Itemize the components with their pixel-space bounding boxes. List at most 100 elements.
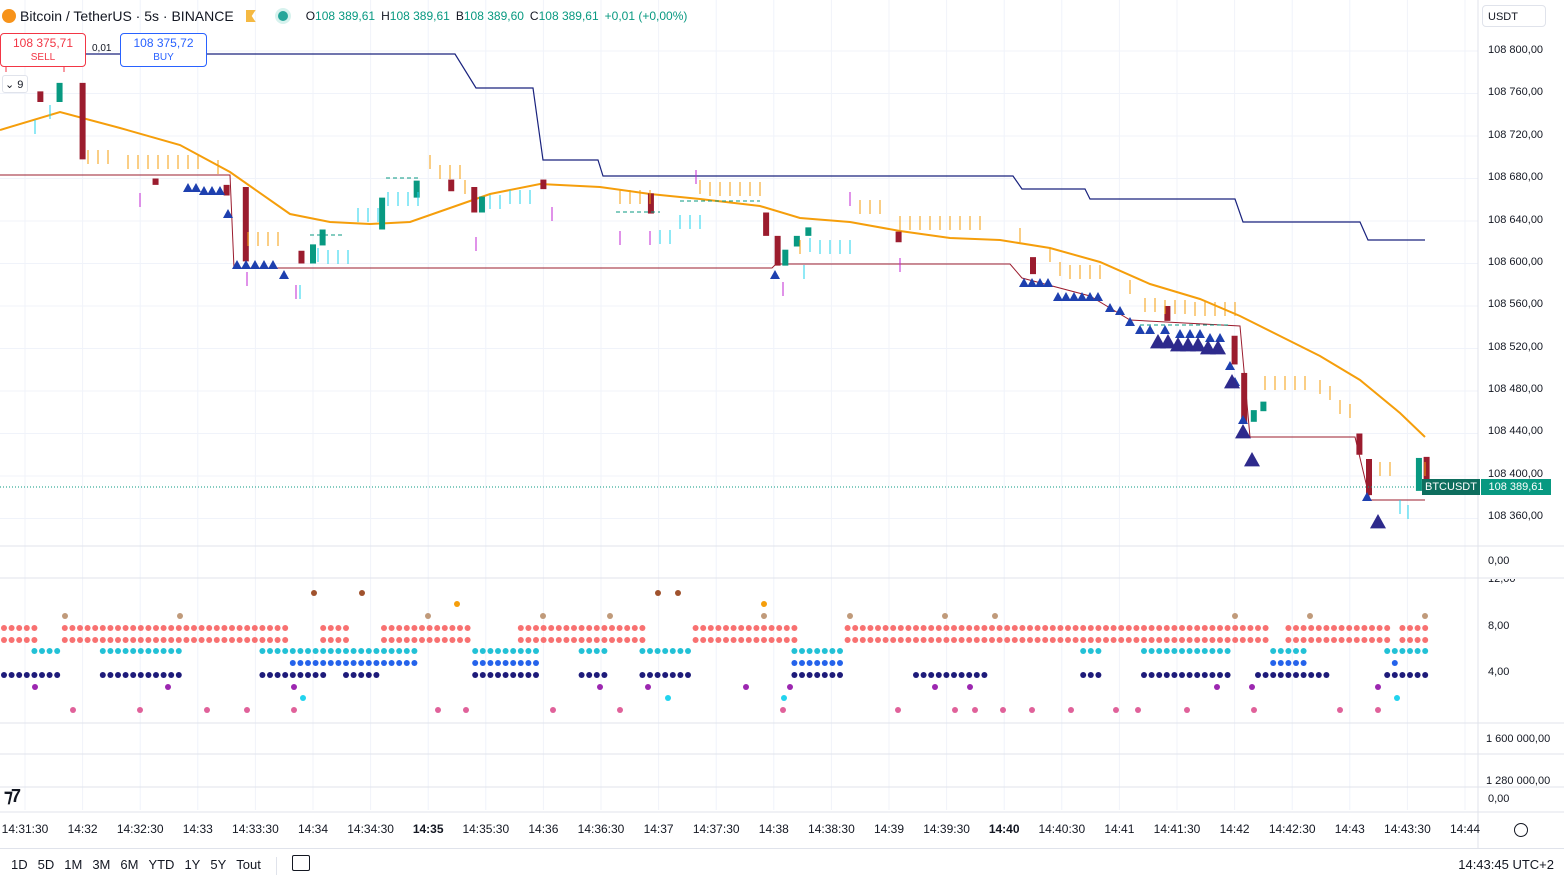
candle — [471, 187, 478, 213]
range-button-1m[interactable]: 1M — [64, 857, 83, 872]
indicator-dot — [381, 637, 387, 643]
indicator-dot — [168, 625, 175, 631]
indicator-dot — [654, 672, 661, 678]
indicator-dot — [1285, 625, 1292, 631]
symbol-title[interactable]: Bitcoin / TetherUS · 5s · BINANCE — [20, 8, 234, 24]
indicator-dot — [115, 648, 121, 654]
indicator-dot — [814, 660, 821, 666]
range-button-5y[interactable]: 5Y — [210, 857, 227, 872]
indicator-dot — [221, 637, 228, 643]
settings-gear-icon[interactable] — [1514, 823, 1528, 837]
calendar-goto-icon[interactable] — [292, 855, 310, 871]
range-button-6m[interactable]: 6M — [120, 857, 139, 872]
indicator-dot — [327, 637, 334, 643]
indicator-dot — [1135, 707, 1141, 713]
indicator-dot — [454, 601, 460, 607]
indicator-dot — [479, 672, 486, 678]
buy-triangle-marker — [1225, 361, 1235, 370]
indicator-dot — [1414, 648, 1421, 654]
range-button-5d[interactable]: 5D — [37, 857, 55, 872]
indicator-dot — [1148, 672, 1155, 678]
indicator-dot — [715, 637, 722, 643]
currency-selector[interactable]: USDT — [1482, 5, 1546, 27]
clock-readout[interactable]: 14:43:45 UTC+2 — [1458, 857, 1554, 872]
indicator-dot — [479, 660, 486, 666]
indicator-dot — [198, 637, 205, 643]
flag-icon[interactable] — [245, 10, 256, 22]
indicator-dot — [350, 648, 357, 654]
indicator-dot — [1141, 637, 1147, 643]
indicator-dot — [31, 672, 38, 678]
indicator-dot — [1087, 625, 1094, 631]
indicator-dot — [472, 648, 479, 654]
indicator-dot — [517, 648, 524, 654]
indicator-dot — [99, 637, 106, 643]
indicator-dot — [282, 672, 289, 678]
indicator-dot — [989, 625, 995, 631]
candle — [1423, 456, 1430, 488]
sell-button[interactable]: 108 375,71 SELL — [0, 33, 86, 67]
indicator-dot — [396, 625, 403, 631]
indicator-dot — [495, 672, 501, 678]
indicators-collapse-button[interactable]: ⌄ 9 — [2, 75, 28, 93]
indicator-dot — [282, 637, 289, 643]
indicator-dot — [291, 684, 297, 690]
indicator-dot — [122, 625, 129, 631]
indicator-dot — [601, 625, 608, 631]
candle — [763, 212, 770, 236]
indicator-dot — [191, 625, 197, 631]
indicator-dot — [639, 637, 646, 643]
buy-button[interactable]: 108 375,72 BUY — [120, 33, 207, 67]
buy-triangle-marker — [1085, 292, 1095, 301]
indicator-dot — [1095, 672, 1102, 678]
indicator-dot — [23, 625, 30, 631]
indicator-dot — [875, 625, 881, 631]
indicator-dot — [229, 637, 235, 643]
indicator-dot — [183, 637, 190, 643]
indicator-dot — [16, 637, 23, 643]
range-button-tout[interactable]: Tout — [236, 857, 261, 872]
tradingview-logo[interactable]: ⁊7 — [4, 786, 21, 806]
indicator-dot — [274, 625, 281, 631]
range-button-1y[interactable]: 1Y — [184, 857, 201, 872]
indicator-dot — [1110, 637, 1117, 643]
range-button-1d[interactable]: 1D — [11, 857, 28, 872]
indicator-dot — [115, 672, 121, 678]
candle — [223, 184, 230, 196]
indicator-dot — [563, 637, 570, 643]
indicator-dot — [761, 625, 767, 631]
indicator-dot — [745, 625, 752, 631]
range-button-3m[interactable]: 3M — [92, 857, 111, 872]
market-open-icon — [277, 11, 288, 21]
indicator-dot — [77, 637, 83, 643]
indicator-dot — [1068, 707, 1074, 713]
indicator-dot — [669, 648, 676, 654]
indicator-dot — [1019, 625, 1026, 631]
indicator-dot — [928, 672, 935, 678]
indicator-dot — [168, 672, 175, 678]
buy-triangle-marker — [1215, 333, 1225, 342]
indicator-dot — [791, 660, 798, 666]
candle — [805, 227, 812, 236]
candle — [379, 197, 386, 230]
strong-triangle-marker — [1170, 337, 1186, 352]
indicator-dot — [1300, 637, 1307, 643]
indicator-dot — [1042, 637, 1049, 643]
buy-triangle-marker — [191, 183, 201, 192]
indicator-dot — [312, 660, 319, 666]
range-button-ytd[interactable]: YTD — [148, 857, 175, 872]
time-axis-label: 14:32:30 — [116, 822, 164, 836]
indicator-dot — [1407, 648, 1413, 654]
volume-axis-label: 0,00 — [1488, 793, 1510, 805]
indicator-dot — [358, 648, 365, 654]
indicator-dot — [1186, 637, 1193, 643]
indicator-dot — [289, 648, 296, 654]
price-axis-label: 108 800,00 — [1488, 44, 1544, 56]
indicator-dot — [145, 637, 152, 643]
indicator-dot — [981, 672, 988, 678]
indicator-dot — [1239, 625, 1246, 631]
indicator-dot — [776, 625, 783, 631]
indicator-dot — [806, 672, 813, 678]
indicator-dot — [457, 625, 463, 631]
